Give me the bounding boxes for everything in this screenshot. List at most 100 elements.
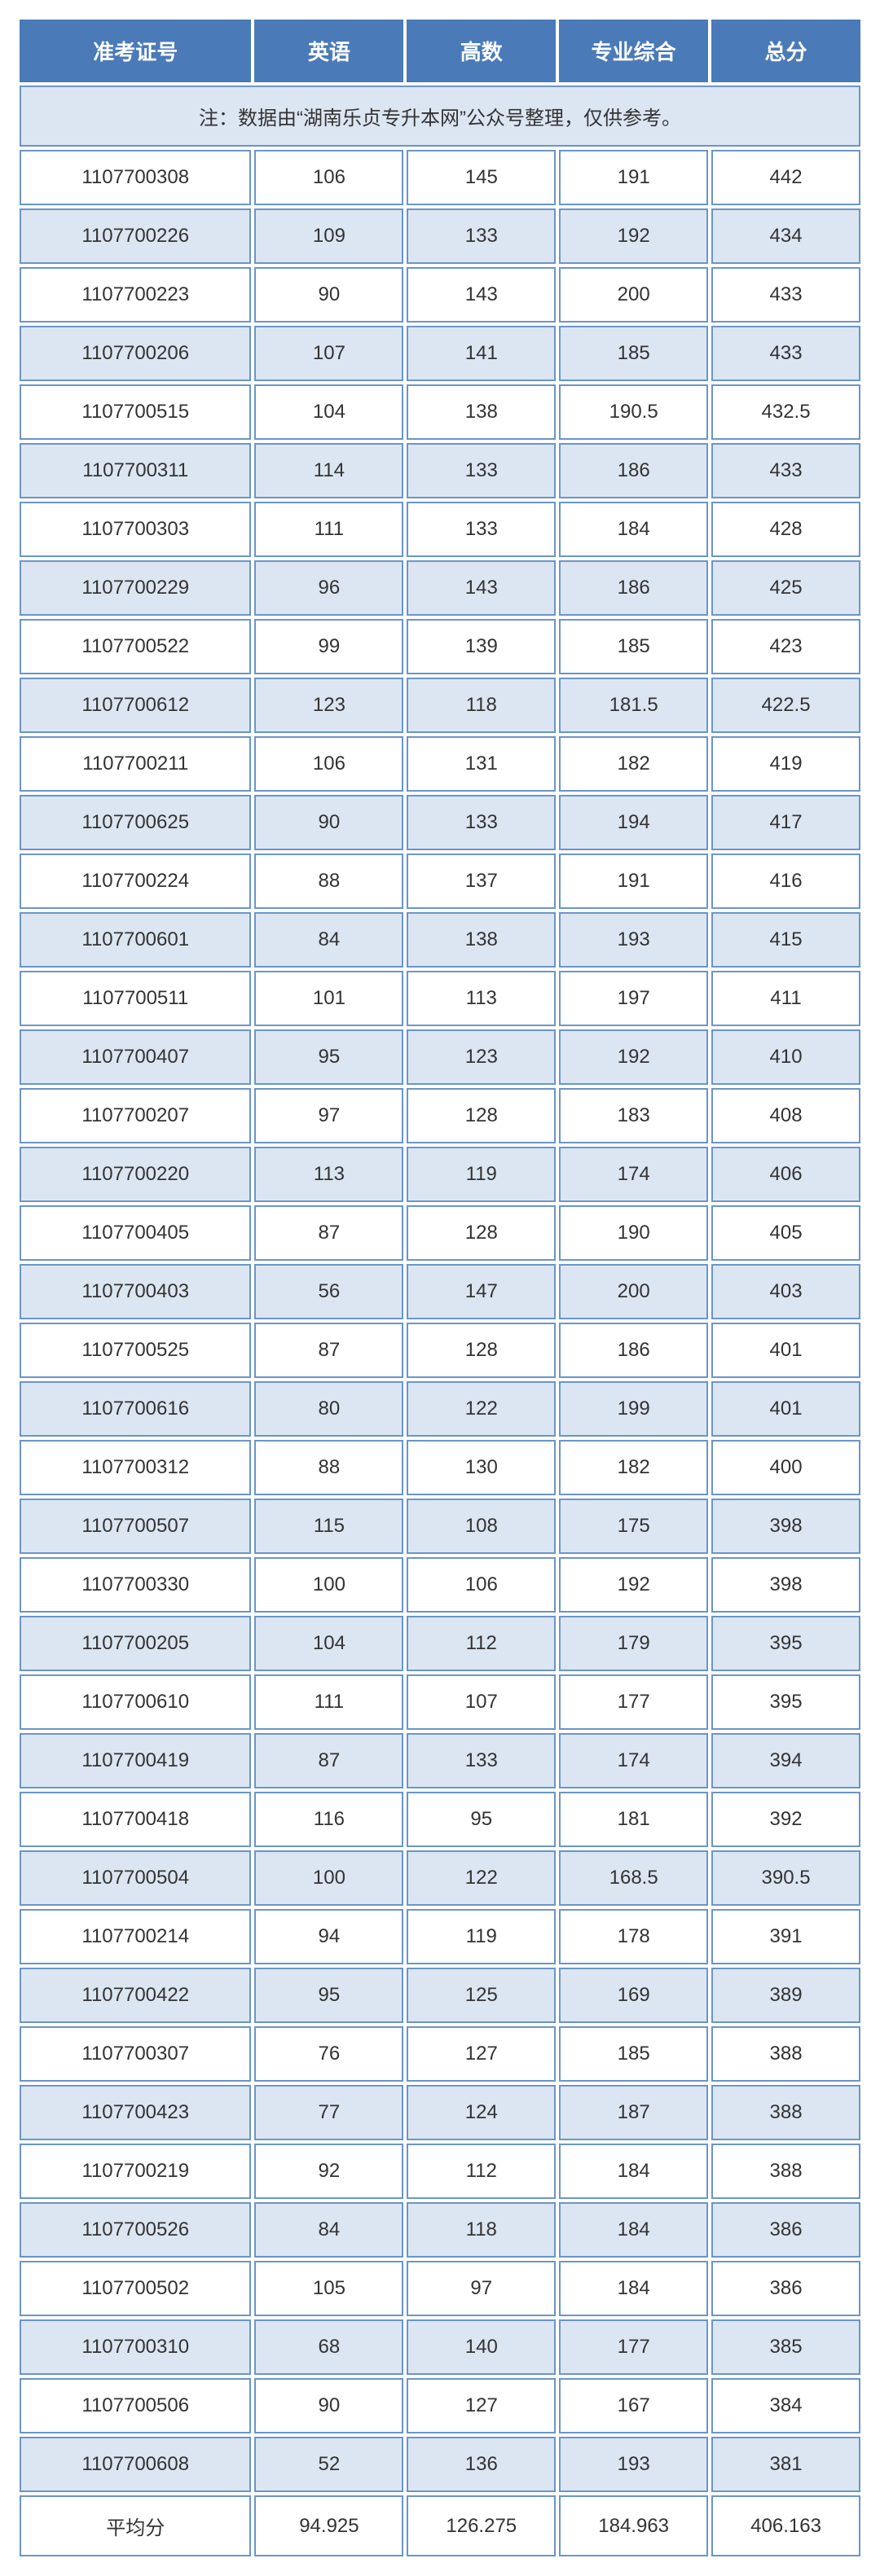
score-cell: 391 <box>711 1909 860 1964</box>
score-cell: 200 <box>559 1264 708 1319</box>
score-cell: 107 <box>407 1674 556 1730</box>
table-row: 1107700504100122168.5390.5 <box>20 1850 860 1906</box>
exam-id-cell: 1107700307 <box>20 2026 251 2082</box>
header-exam-id: 准考证号 <box>20 20 251 82</box>
score-cell: 112 <box>407 2144 556 2199</box>
score-cell: 119 <box>407 1909 556 1964</box>
score-cell: 106 <box>254 736 403 792</box>
score-cell: 133 <box>407 443 556 498</box>
table-row: 110770052684118184386 <box>20 2202 860 2258</box>
score-cell: 388 <box>711 2085 860 2140</box>
score-cell: 425 <box>711 560 860 616</box>
footer-label: 平均分 <box>20 2495 251 2556</box>
table-row: 1107700303111133184428 <box>20 502 860 557</box>
score-cell: 127 <box>407 2378 556 2433</box>
score-cell: 193 <box>559 2437 708 2492</box>
score-cell: 141 <box>407 326 556 381</box>
footer-value: 406.163 <box>711 2495 860 2556</box>
header-english: 英语 <box>254 20 403 82</box>
score-cell: 191 <box>559 150 708 205</box>
exam-id-cell: 1107700330 <box>20 1557 251 1613</box>
score-cell: 433 <box>711 267 860 323</box>
score-table-container: 准考证号 英语 高数 专业综合 总分 注：数据由“湖南乐贞专升本网”公众号整理，… <box>16 16 864 2560</box>
score-cell: 128 <box>407 1088 556 1143</box>
score-cell: 415 <box>711 912 860 968</box>
exam-id-cell: 1107700303 <box>20 502 251 557</box>
score-cell: 127 <box>407 2026 556 2082</box>
score-cell: 90 <box>254 2378 403 2433</box>
score-cell: 395 <box>711 1674 860 1730</box>
exam-id-cell: 1107700506 <box>20 2378 251 2433</box>
score-cell: 87 <box>254 1323 403 1378</box>
table-row: 110770060852136193381 <box>20 2437 860 2492</box>
score-cell: 434 <box>711 208 860 264</box>
score-cell: 95 <box>407 1792 556 1847</box>
score-cell: 104 <box>254 1616 403 1671</box>
exam-id-cell: 1107700407 <box>20 1029 251 1085</box>
exam-id-cell: 1107700418 <box>20 1792 251 1847</box>
table-row: 110770061680122199401 <box>20 1381 860 1437</box>
score-cell: 122 <box>407 1381 556 1437</box>
exam-id-cell: 1107700226 <box>20 208 251 264</box>
table-row: 110770050690127167384 <box>20 2378 860 2433</box>
exam-id-cell: 1107700526 <box>20 2202 251 2258</box>
score-cell: 192 <box>559 1029 708 1085</box>
table-row: 110770062590133194417 <box>20 795 860 850</box>
table-row: 1107700612123118181.5422.5 <box>20 678 860 733</box>
score-cell: 182 <box>559 736 708 792</box>
exam-id-cell: 1107700205 <box>20 1616 251 1671</box>
score-cell: 174 <box>559 1733 708 1788</box>
table-row: 110770041811695181392 <box>20 1792 860 1847</box>
score-cell: 138 <box>407 912 556 968</box>
table-row: 110770022488137191416 <box>20 854 860 909</box>
score-cell: 193 <box>559 912 708 968</box>
score-cell: 87 <box>254 1205 403 1261</box>
score-cell: 192 <box>559 1557 708 1613</box>
table-row: 1107700511101113197411 <box>20 971 860 1026</box>
score-cell: 433 <box>711 443 860 498</box>
score-cell: 406 <box>711 1147 860 1202</box>
score-cell: 90 <box>254 795 403 850</box>
score-cell: 96 <box>254 560 403 616</box>
score-cell: 80 <box>254 1381 403 1437</box>
exam-id-cell: 1107700507 <box>20 1499 251 1554</box>
score-cell: 108 <box>407 1499 556 1554</box>
score-cell: 194 <box>559 795 708 850</box>
table-row: 1107700220113119174406 <box>20 1147 860 1202</box>
exam-id-cell: 1107700229 <box>20 560 251 616</box>
score-cell: 199 <box>559 1381 708 1437</box>
score-cell: 76 <box>254 2026 403 2082</box>
table-row: 1107700515104138190.5432.5 <box>20 384 860 440</box>
score-cell: 133 <box>407 208 556 264</box>
score-cell: 179 <box>559 1616 708 1671</box>
exam-id-cell: 1107700625 <box>20 795 251 850</box>
note-row: 注：数据由“湖南乐贞专升本网”公众号整理，仅供参考。 <box>20 86 860 147</box>
table-header: 准考证号 英语 高数 专业综合 总分 <box>20 20 860 82</box>
score-cell: 84 <box>254 2202 403 2258</box>
score-cell: 104 <box>254 384 403 440</box>
score-cell: 113 <box>254 1147 403 1202</box>
score-cell: 100 <box>254 1850 403 1906</box>
score-cell: 122 <box>407 1850 556 1906</box>
exam-id-cell: 1107700223 <box>20 267 251 323</box>
score-cell: 130 <box>407 1440 556 1495</box>
score-cell: 416 <box>711 854 860 909</box>
score-cell: 111 <box>254 1674 403 1730</box>
score-cell: 403 <box>711 1264 860 1319</box>
score-cell: 115 <box>254 1499 403 1554</box>
table-row: 110770040356147200403 <box>20 1264 860 1319</box>
score-cell: 125 <box>407 1968 556 2023</box>
score-cell: 119 <box>407 1147 556 1202</box>
score-cell: 143 <box>407 267 556 323</box>
score-cell: 200 <box>559 267 708 323</box>
score-cell: 385 <box>711 2319 860 2375</box>
score-cell: 182 <box>559 1440 708 1495</box>
score-cell: 97 <box>254 1088 403 1143</box>
score-cell: 181.5 <box>559 678 708 733</box>
score-cell: 143 <box>407 560 556 616</box>
score-cell: 128 <box>407 1205 556 1261</box>
score-cell: 384 <box>711 2378 860 2433</box>
score-cell: 77 <box>254 2085 403 2140</box>
score-cell: 422.5 <box>711 678 860 733</box>
score-cell: 128 <box>407 1323 556 1378</box>
